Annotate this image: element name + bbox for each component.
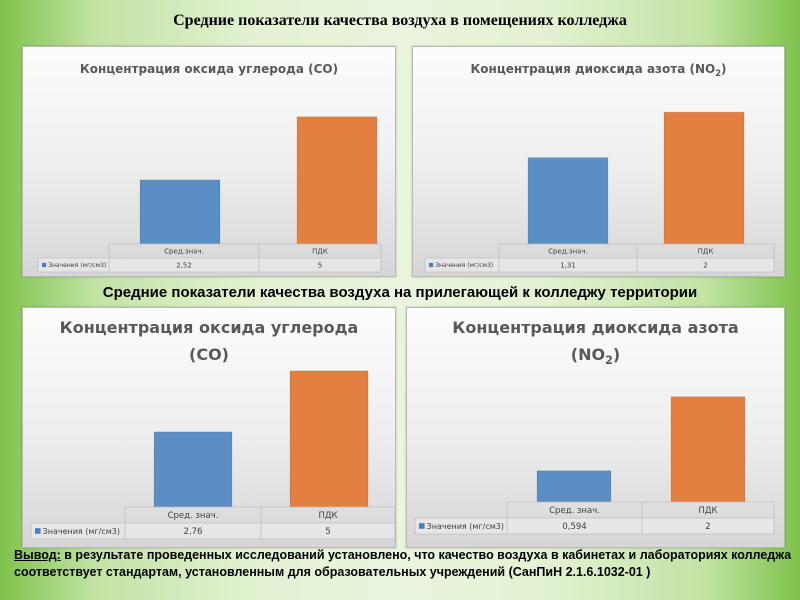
bar xyxy=(663,111,745,245)
chart-title-line: (NO2) xyxy=(571,345,620,367)
bar xyxy=(296,116,378,245)
value-label: 2,52 xyxy=(176,261,192,269)
series-name: Значения (мг/см3) xyxy=(43,527,120,536)
chart-panel-outdoor-no2: Концентрация диоксида азота (NO2) Сред. зн… xyxy=(406,307,785,548)
value-label: 2,76 xyxy=(184,527,203,537)
chart-svg: Концентрация оксида углерода (CO) Сред.зн… xyxy=(37,62,382,273)
value-label: 5 xyxy=(318,261,322,269)
bar xyxy=(289,370,369,508)
value-label: 0,594 xyxy=(562,522,586,532)
chart-svg: Концентрация оксида углерода (CO) Сред. зн… xyxy=(30,318,395,540)
indoor-heading: Средние показатели качества воздуха в по… xyxy=(173,12,627,29)
conclusion-lead: Вывод: xyxy=(14,548,61,562)
value-label: 5 xyxy=(325,527,330,537)
category-label: Сред. знач. xyxy=(168,511,219,521)
outdoor-heading: Средние показатели качества воздуха на п… xyxy=(102,284,698,301)
chart-title: Концентрация диоксида азота (NO2) xyxy=(470,62,726,78)
legend-key xyxy=(429,262,434,268)
category-label: Сред. знач. xyxy=(549,506,600,516)
chart-panel-indoor-no2: Концентрация диоксида азота (NO2) Сред.зн… xyxy=(412,46,785,277)
category-label: Сред.знач. xyxy=(164,247,204,255)
category-label: Сред.знач. xyxy=(548,247,588,255)
bar xyxy=(536,470,612,503)
bar xyxy=(527,157,609,245)
category-label: ПДК xyxy=(312,247,328,255)
value-label: 1,31 xyxy=(560,261,576,269)
series-name: Значения (мг/см3) xyxy=(435,262,493,269)
category-label: ПДК xyxy=(698,247,714,255)
category-label: ПДК xyxy=(318,511,337,521)
conclusion-body: в результате проведенных исследований ус… xyxy=(14,548,792,579)
legend-key xyxy=(35,528,41,534)
chart-panel-indoor-co: Концентрация оксида углерода (CO) Сред.зн… xyxy=(22,46,396,277)
chart-title-line: Концентрация диоксида азота xyxy=(452,318,738,337)
value-label: 2 xyxy=(705,522,710,532)
legend-key xyxy=(42,262,47,268)
legend-key xyxy=(419,523,425,529)
category-label: ПДК xyxy=(698,506,717,516)
bar xyxy=(670,396,746,503)
series-name: Значения (мг/см3) xyxy=(427,522,504,531)
series-name: Значения (мг/см3) xyxy=(48,262,106,269)
chart-svg: Концентрация диоксида азота (NO2) Сред.зн… xyxy=(424,62,775,273)
chart-title: Концентрация оксида углерода (CO) xyxy=(80,62,338,76)
chart-title-line: Концентрация оксида углерода xyxy=(60,318,359,337)
data-table-row-bg xyxy=(38,258,381,272)
value-label: 2 xyxy=(703,261,707,269)
bar xyxy=(139,179,221,245)
data-table-row-bg xyxy=(31,523,395,539)
chart-title-line: (CO) xyxy=(189,345,229,364)
chart-svg: Концентрация диоксида азота (NO2) Сред. зн… xyxy=(414,318,775,535)
conclusion-text: Вывод: в результате проведенных исследов… xyxy=(14,547,794,581)
chart-panel-outdoor-co: Концентрация оксида углерода (CO) Сред. зн… xyxy=(22,307,396,548)
data-table-row-bg xyxy=(425,258,774,272)
data-table-row-bg xyxy=(415,518,774,534)
bar xyxy=(153,431,233,508)
